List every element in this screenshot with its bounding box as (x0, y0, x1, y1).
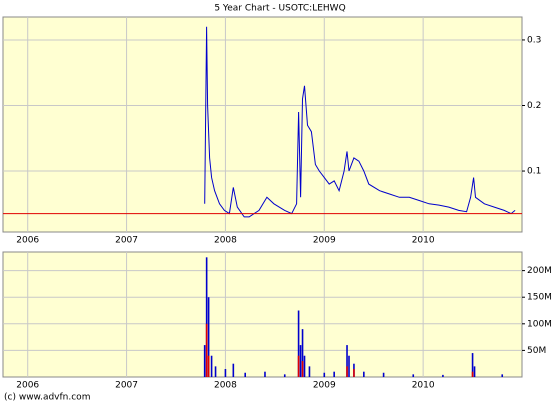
volume-bar (301, 329, 304, 377)
x-tick-label: 2008 (214, 236, 237, 246)
volume-bar (210, 355, 213, 377)
volume-bar (382, 372, 385, 377)
volume-bar (299, 345, 302, 377)
volume-bar (264, 371, 266, 377)
footer: (c) www.advfn.com (4, 393, 90, 403)
y-tick-label: 150M (527, 293, 552, 303)
y-tick-label: 0.3 (527, 35, 541, 45)
x-tick-label: 2009 (313, 381, 336, 391)
price-line (204, 26, 516, 218)
x-tick-label: 2007 (115, 236, 138, 246)
volume-bar (232, 363, 235, 377)
volume-bar (205, 323, 208, 377)
volume-bar (301, 361, 304, 377)
volume-bar (333, 371, 335, 377)
volume-bar (412, 374, 415, 377)
volume-bar (473, 366, 476, 377)
y-tick-label: 50M (527, 346, 546, 356)
volume-bar (353, 369, 355, 377)
volume-bar (207, 355, 210, 377)
x-tick-label: 2007 (115, 381, 138, 391)
volume-bar (323, 372, 326, 377)
volume-bar (471, 353, 474, 377)
volume-bar (297, 355, 300, 377)
volume-bar (346, 366, 348, 377)
volume-bar (297, 310, 300, 377)
volume-bar (501, 374, 504, 377)
x-tick-label: 2008 (214, 381, 237, 391)
volume-bar (283, 374, 286, 377)
volume-bar (224, 369, 227, 377)
volume-bar (471, 371, 474, 377)
volume-bar (346, 345, 348, 377)
volume-bar (244, 372, 246, 377)
volume-bar (203, 345, 206, 377)
x-tick-label: 2009 (313, 236, 336, 246)
volume-bar (214, 366, 217, 377)
volume-bar (348, 355, 350, 377)
x-tick-label: 2006 (16, 381, 39, 391)
chart-title: 5 Year Chart - USOTC:LEHWQ (214, 4, 345, 14)
volume-bar (303, 355, 306, 377)
plot-area (2, 16, 523, 233)
volume-bar (205, 257, 208, 377)
volume-bar (442, 374, 444, 377)
plot-area (2, 251, 523, 378)
y-tick-label: 0.2 (527, 101, 541, 111)
x-tick-label: 2010 (412, 381, 435, 391)
volume-bar (207, 297, 210, 377)
volume-bar (363, 371, 365, 377)
y-tick-label: 100M (527, 319, 552, 329)
y-tick-label: 0.1 (527, 167, 541, 177)
volume-bar (308, 366, 311, 377)
y-tick-label: 200M (527, 266, 552, 276)
x-tick-label: 2006 (16, 236, 39, 246)
x-tick-label: 2010 (412, 236, 435, 246)
